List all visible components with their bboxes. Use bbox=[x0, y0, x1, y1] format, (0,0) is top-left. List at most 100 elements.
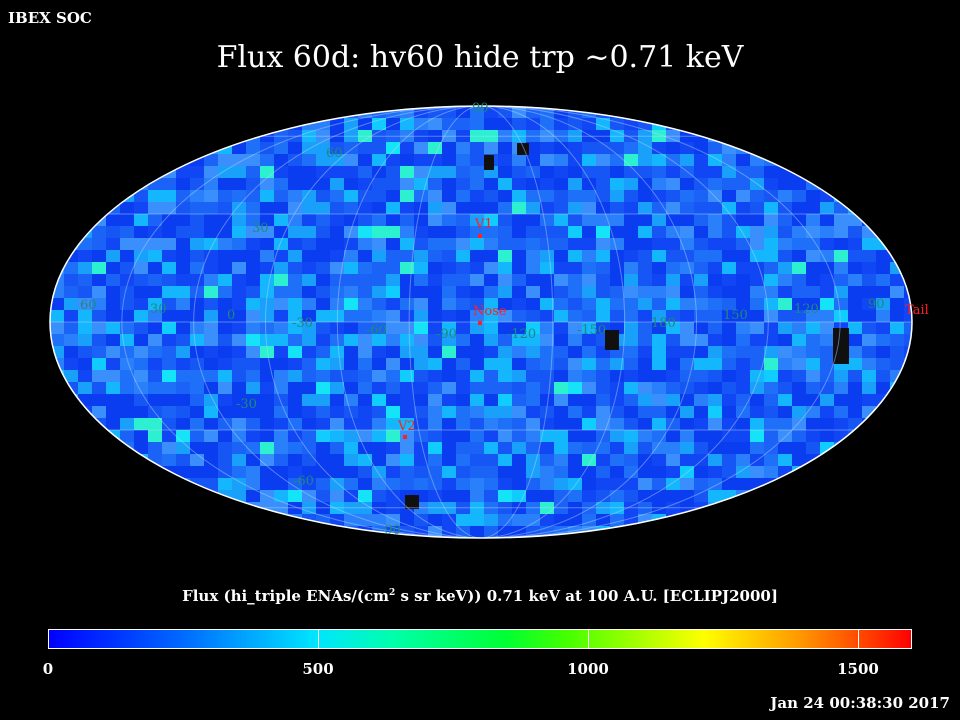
flux-pixel bbox=[162, 238, 177, 251]
flux-pixel bbox=[582, 238, 597, 251]
flux-pixel bbox=[120, 250, 135, 263]
flux-pixel bbox=[778, 382, 793, 395]
flux-pixel bbox=[792, 214, 807, 227]
flux-pixel bbox=[652, 382, 667, 395]
flux-pixel bbox=[876, 226, 891, 239]
flux-pixel bbox=[666, 442, 681, 455]
flux-pixel bbox=[232, 262, 247, 275]
flux-pixel bbox=[400, 238, 415, 251]
flux-pixel bbox=[92, 526, 107, 538]
flux-pixel bbox=[862, 454, 877, 467]
flux-pixel bbox=[666, 394, 681, 407]
flux-pixel bbox=[302, 106, 317, 119]
flux-pixel bbox=[582, 454, 597, 467]
flux-pixel bbox=[190, 394, 205, 407]
flux-pixel bbox=[820, 178, 835, 191]
flux-pixel bbox=[162, 178, 177, 191]
flux-pixel bbox=[316, 274, 331, 287]
flux-pixel bbox=[610, 406, 625, 419]
flux-pixel bbox=[106, 262, 121, 275]
flux-pixel bbox=[400, 478, 415, 491]
flux-pixel bbox=[204, 310, 219, 323]
flux-pixel bbox=[78, 178, 93, 191]
flux-pixel bbox=[400, 418, 415, 431]
flux-pixel bbox=[736, 130, 751, 143]
flux-pixel bbox=[344, 430, 359, 443]
flux-pixel bbox=[624, 154, 639, 167]
flux-pixel bbox=[820, 454, 835, 467]
flux-pixel bbox=[330, 442, 345, 455]
flux-pixel bbox=[330, 154, 345, 167]
flux-pixel bbox=[260, 346, 275, 359]
flux-pixel bbox=[876, 382, 891, 395]
flux-pixel bbox=[428, 190, 443, 203]
flux-pixel bbox=[64, 466, 79, 479]
flux-pixel bbox=[876, 526, 891, 538]
flux-pixel bbox=[568, 238, 583, 251]
flux-pixel bbox=[862, 118, 877, 131]
flux-pixel bbox=[890, 430, 905, 443]
flux-pixel bbox=[358, 454, 373, 467]
flux-pixel bbox=[554, 286, 569, 299]
flux-pixel bbox=[106, 286, 121, 299]
flux-pixel bbox=[568, 298, 583, 311]
flux-pixel bbox=[638, 382, 653, 395]
flux-pixel bbox=[736, 502, 751, 515]
flux-pixel bbox=[134, 430, 149, 443]
flux-pixel bbox=[302, 322, 317, 335]
flux-pixel bbox=[428, 334, 443, 347]
flux-pixel bbox=[148, 358, 163, 371]
flux-pixel bbox=[904, 442, 912, 455]
flux-pixel bbox=[134, 394, 149, 407]
flux-pixel bbox=[526, 202, 541, 215]
flux-pixel bbox=[624, 502, 639, 515]
flux-pixel bbox=[120, 130, 135, 143]
lon-label-180: 180 bbox=[651, 316, 676, 331]
flux-pixel bbox=[778, 286, 793, 299]
flux-pixel bbox=[512, 358, 527, 371]
flux-pixel bbox=[820, 274, 835, 287]
flux-pixel bbox=[876, 514, 891, 527]
flux-pixel bbox=[736, 274, 751, 287]
flux-pixel bbox=[512, 334, 527, 347]
flux-pixel bbox=[372, 490, 387, 503]
flux-pixel bbox=[456, 214, 471, 227]
flux-pixel bbox=[904, 334, 912, 347]
lon-label-0: 0 bbox=[227, 308, 235, 323]
flux-pixel bbox=[820, 442, 835, 455]
flux-pixel bbox=[834, 130, 849, 143]
flux-pixel bbox=[106, 442, 121, 455]
flux-pixel bbox=[414, 466, 429, 479]
lon-label-60: 60 bbox=[80, 298, 97, 313]
flux-pixel bbox=[820, 250, 835, 263]
flux-pixel bbox=[232, 394, 247, 407]
flux-pixel bbox=[540, 298, 555, 311]
flux-pixel bbox=[64, 454, 79, 467]
flux-pixel bbox=[260, 298, 275, 311]
flux-pixel bbox=[764, 250, 779, 263]
flux-pixel bbox=[722, 214, 737, 227]
flux-pixel bbox=[764, 454, 779, 467]
flux-pixel bbox=[834, 394, 849, 407]
flux-pixel bbox=[792, 118, 807, 131]
flux-pixel bbox=[428, 154, 443, 167]
flux-pixel bbox=[624, 370, 639, 383]
flux-pixel bbox=[540, 358, 555, 371]
flux-pixel bbox=[512, 154, 527, 167]
flux-pixel bbox=[512, 202, 527, 215]
flux-pixel bbox=[64, 202, 79, 215]
flux-pixel bbox=[848, 190, 863, 203]
flux-pixel bbox=[162, 310, 177, 323]
flux-pixel bbox=[50, 238, 65, 251]
flux-pixel bbox=[512, 322, 527, 335]
flux-pixel bbox=[904, 154, 912, 167]
flux-pixel bbox=[50, 382, 65, 395]
flux-pixel bbox=[120, 274, 135, 287]
flux-pixel bbox=[274, 214, 289, 227]
flux-pixel bbox=[302, 142, 317, 155]
flux-pixel bbox=[666, 502, 681, 515]
flux-pixel bbox=[148, 286, 163, 299]
flux-pixel bbox=[92, 394, 107, 407]
flux-pixel bbox=[750, 370, 765, 383]
flux-pixel bbox=[414, 178, 429, 191]
